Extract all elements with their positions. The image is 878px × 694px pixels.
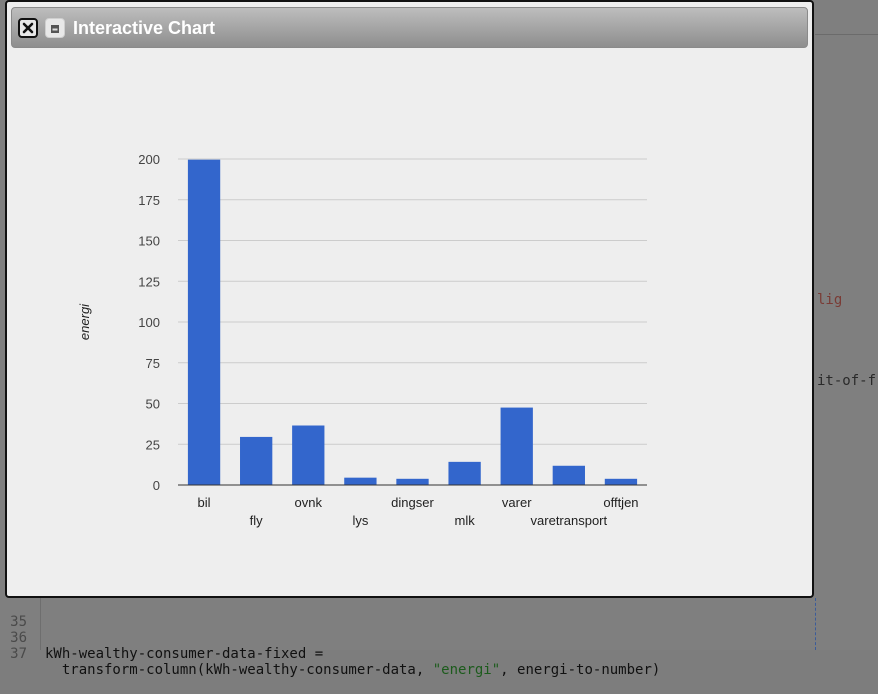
code-text[interactable]: kWh-wealthy-consumer-data-fixed = [45, 646, 324, 662]
line-number: 35 [10, 614, 27, 630]
bar[interactable] [448, 461, 481, 485]
y-tick-label: 125 [138, 274, 160, 289]
line-number: 36 [10, 630, 27, 646]
code-line[interactable]: 35 [0, 598, 34, 630]
x-tick-label: lys [352, 513, 368, 528]
close-button[interactable] [18, 18, 38, 38]
bar[interactable] [604, 478, 638, 485]
code-text[interactable]: transform-column(kWh-wealthy-consumer-da… [45, 662, 660, 678]
code-fragment-fit: it-of-f [817, 373, 877, 389]
code-segment: transform-column(kWh-wealthy-consumer-da… [45, 662, 433, 678]
y-tick-label: 75 [146, 356, 160, 371]
code-string-literal: "energi" [432, 662, 501, 678]
code-line[interactable]: 37 transform-column(kWh-wealthy-consumer… [0, 630, 660, 678]
editor-margin-guide [815, 598, 817, 650]
y-tick-label: 150 [138, 234, 160, 249]
y-axis-label: energi [77, 303, 92, 340]
x-tick-label: fly [250, 513, 264, 528]
dialog-title: Interactive Chart [73, 18, 216, 38]
x-tick-label: offtjen [603, 495, 638, 510]
y-tick-label: 50 [146, 397, 160, 412]
y-tick-label: 0 [153, 478, 160, 493]
x-tick-label: ovnk [295, 495, 323, 510]
x-tick-label: mlk [455, 513, 476, 528]
bar-chart: 0 25 50 75 100 125 150 175 200 energi bil fly ovnk ly… [77, 152, 647, 528]
bar[interactable] [396, 478, 429, 485]
code-fragment-lig: lig [817, 292, 843, 308]
x-tick-label: dingser [391, 495, 434, 510]
minimize-icon [50, 19, 60, 38]
close-icon [22, 19, 34, 38]
bar[interactable] [344, 477, 377, 485]
bar[interactable] [187, 159, 221, 486]
bar[interactable] [240, 436, 273, 485]
editor-divider [815, 34, 878, 35]
x-tick-label: varer [502, 495, 532, 510]
code-line[interactable]: 36 kWh-wealthy-consumer-data-fixed = [0, 614, 323, 662]
bar[interactable] [500, 407, 533, 485]
dialog-titlebar[interactable]: Interactive Chart [11, 7, 808, 48]
x-tick-label: bil [198, 495, 211, 510]
minimize-button[interactable] [45, 18, 65, 38]
interactive-chart-dialog: 0 25 50 75 100 125 150 175 200 energi bil fly ovnk ly… [5, 0, 814, 598]
line-number: 37 [10, 646, 27, 662]
y-tick-label: 25 [146, 437, 160, 452]
bar[interactable] [292, 425, 325, 485]
y-tick-label: 100 [138, 315, 160, 330]
y-tick-label: 200 [138, 152, 160, 167]
y-tick-label: 175 [138, 193, 160, 208]
x-tick-label: varetransport [531, 513, 608, 528]
code-segment: , energi-to-number) [500, 662, 661, 678]
bar[interactable] [552, 465, 585, 485]
